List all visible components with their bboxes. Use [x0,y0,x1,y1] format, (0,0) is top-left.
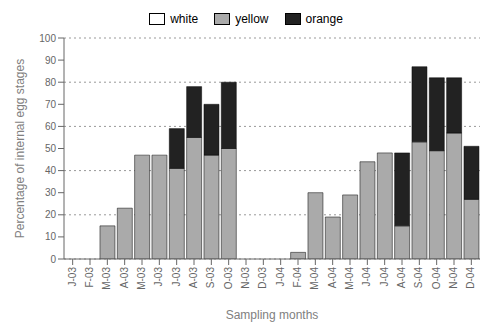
svg-text:Sampling months: Sampling months [226,308,319,322]
svg-text:A-03: A-03 [188,267,199,289]
svg-text:J-03: J-03 [171,267,182,287]
svg-text:O-04: O-04 [431,267,442,290]
svg-text:0: 0 [50,254,56,265]
svg-text:A-04: A-04 [396,267,407,289]
svg-text:J-03: J-03 [67,267,78,287]
svg-text:J-04: J-04 [275,267,286,287]
svg-text:F-03: F-03 [84,267,95,288]
svg-text:M-04: M-04 [309,267,320,290]
svg-text:M-03: M-03 [136,267,147,290]
svg-text:F-04: F-04 [292,267,303,288]
svg-text:80: 80 [45,77,57,88]
svg-text:N-03: N-03 [240,267,251,289]
svg-text:100: 100 [39,33,56,44]
svg-text:J-04: J-04 [379,267,390,287]
svg-text:J-03: J-03 [153,267,164,287]
svg-text:50: 50 [45,143,57,154]
svg-text:S-03: S-03 [205,267,216,289]
html-text:white: white [170,12,199,26]
html-text:yellow: yellow [235,12,269,26]
svg-text:30: 30 [45,187,57,198]
svg-text:D-03: D-03 [257,267,268,289]
svg-text:A-04: A-04 [327,267,338,289]
svg-text:40: 40 [45,165,57,176]
svg-text:Percentage of internal egg sta: Percentage of internal egg stages [13,59,27,238]
svg-text:10: 10 [45,231,57,242]
svg-text:N-04: N-04 [448,267,459,289]
svg-text:90: 90 [45,55,57,66]
html-text:orange: orange [305,12,343,26]
svg-text:70: 70 [45,99,57,110]
svg-text:S-04: S-04 [413,267,424,289]
svg-text:20: 20 [45,209,57,220]
svg-text:D-04: D-04 [465,267,476,289]
svg-text:O-03: O-03 [223,267,234,290]
svg-text:A-03: A-03 [119,267,130,289]
svg-text:60: 60 [45,121,57,132]
svg-text:M-03: M-03 [101,267,112,290]
svg-text:J-04: J-04 [361,267,372,287]
svg-text:M-04: M-04 [344,267,355,290]
